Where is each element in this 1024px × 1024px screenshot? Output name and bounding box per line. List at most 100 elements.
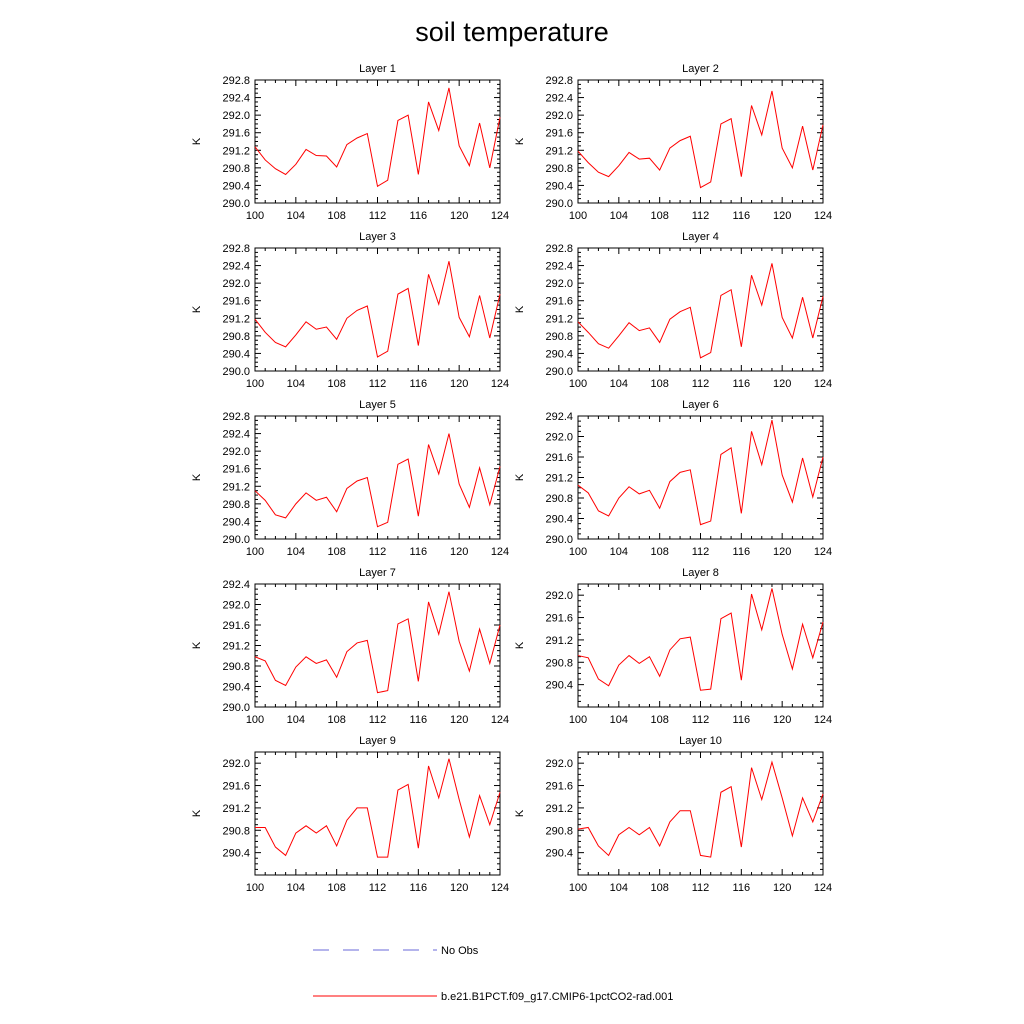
panel-3: Layer 3 K 100 104 108 112 116 120 124 290.0 290.4 2… bbox=[191, 231, 509, 390]
y-tick-label: 292.0 bbox=[222, 278, 250, 290]
y-tick-label: 290.0 bbox=[222, 534, 250, 546]
x-tick-label: 120 bbox=[773, 378, 791, 390]
x-tick-label: 108 bbox=[327, 882, 345, 894]
y-tick-label: 290.4 bbox=[222, 848, 250, 860]
y-tick-label: 290.0 bbox=[545, 198, 573, 210]
series-line bbox=[577, 588, 824, 691]
x-tick-label: 100 bbox=[246, 378, 264, 390]
y-axis-label: K bbox=[514, 641, 526, 649]
y-axis-label: K bbox=[191, 641, 203, 649]
y-tick-label: 291.6 bbox=[545, 296, 573, 308]
x-tick-label: 120 bbox=[450, 546, 468, 558]
x-tick-label: 120 bbox=[450, 378, 468, 390]
x-tick-label: 108 bbox=[650, 378, 668, 390]
series-line bbox=[577, 760, 824, 858]
panel-title: Layer 2 bbox=[682, 63, 719, 75]
x-tick-label: 116 bbox=[410, 210, 428, 222]
x-tick-label: 124 bbox=[814, 378, 832, 390]
panel-title: Layer 5 bbox=[359, 399, 396, 411]
x-tick-label: 100 bbox=[246, 210, 264, 222]
series-line bbox=[577, 263, 824, 359]
x-tick-label: 116 bbox=[410, 378, 428, 390]
x-tick-label: 112 bbox=[692, 210, 710, 222]
y-tick-label: 292.4 bbox=[545, 93, 573, 105]
x-tick-label: 108 bbox=[650, 882, 668, 894]
y-tick-label: 292.0 bbox=[545, 110, 573, 122]
y-tick-label: 290.0 bbox=[545, 534, 573, 546]
x-tick-label: 108 bbox=[327, 210, 345, 222]
y-axis-label: K bbox=[191, 137, 203, 145]
series-line bbox=[254, 261, 501, 358]
x-tick-label: 116 bbox=[733, 714, 751, 726]
x-tick-label: 104 bbox=[610, 378, 628, 390]
x-tick-label: 116 bbox=[410, 882, 428, 894]
y-tick-label: 290.0 bbox=[222, 198, 250, 210]
x-tick-label: 116 bbox=[733, 210, 751, 222]
y-tick-label: 292.8 bbox=[222, 411, 250, 423]
y-tick-label: 292.8 bbox=[545, 75, 573, 87]
legend-model-label: b.e21.B1PCT.f09_g17.CMIP6-1pctCO2-rad.00… bbox=[441, 991, 673, 1003]
x-tick-label: 104 bbox=[610, 546, 628, 558]
x-tick-label: 120 bbox=[450, 714, 468, 726]
y-tick-label: 291.2 bbox=[545, 313, 573, 325]
x-tick-label: 112 bbox=[692, 882, 710, 894]
y-tick-label: 290.0 bbox=[222, 702, 250, 714]
x-tick-label: 124 bbox=[491, 714, 509, 726]
x-tick-label: 100 bbox=[569, 378, 587, 390]
panel-10: Layer 10 K 100 104 108 112 116 120 124 290.4 290.8… bbox=[514, 735, 832, 894]
x-tick-label: 108 bbox=[650, 714, 668, 726]
y-tick-label: 290.8 bbox=[222, 499, 250, 511]
y-tick-label: 291.2 bbox=[222, 313, 250, 325]
plot-frame bbox=[577, 247, 824, 372]
y-axis-label: K bbox=[191, 305, 203, 313]
x-tick-label: 104 bbox=[287, 882, 305, 894]
y-tick-label: 291.6 bbox=[545, 613, 573, 625]
y-tick-label: 291.6 bbox=[545, 128, 573, 140]
x-tick-label: 124 bbox=[491, 210, 509, 222]
x-tick-label: 116 bbox=[733, 546, 751, 558]
plot-frame bbox=[577, 415, 824, 540]
x-tick-label: 116 bbox=[733, 378, 751, 390]
panel-title: Layer 8 bbox=[682, 567, 719, 579]
y-axis-label: K bbox=[514, 809, 526, 817]
x-tick-label: 120 bbox=[450, 210, 468, 222]
x-tick-label: 108 bbox=[650, 546, 668, 558]
y-tick-label: 290.4 bbox=[545, 514, 573, 526]
y-tick-label: 290.8 bbox=[222, 163, 250, 175]
y-tick-label: 290.8 bbox=[545, 163, 573, 175]
figure-title: soil temperature bbox=[415, 17, 609, 47]
y-tick-label: 292.8 bbox=[222, 75, 250, 87]
y-tick-label: 290.8 bbox=[545, 825, 573, 837]
panel-title: Layer 7 bbox=[359, 567, 396, 579]
y-tick-label: 290.4 bbox=[545, 848, 573, 860]
y-tick-label: 290.8 bbox=[545, 657, 573, 669]
y-tick-label: 291.6 bbox=[222, 464, 250, 476]
y-tick-label: 291.6 bbox=[222, 296, 250, 308]
y-tick-label: 291.2 bbox=[545, 803, 573, 815]
y-axis-label: K bbox=[514, 305, 526, 313]
y-axis-label: K bbox=[191, 473, 203, 481]
y-tick-label: 292.0 bbox=[545, 758, 573, 770]
x-tick-label: 120 bbox=[773, 546, 791, 558]
y-tick-label: 290.4 bbox=[545, 180, 573, 192]
y-tick-label: 291.6 bbox=[545, 781, 573, 793]
x-tick-label: 116 bbox=[410, 546, 428, 558]
y-tick-label: 290.4 bbox=[545, 348, 573, 360]
y-tick-label: 291.2 bbox=[222, 803, 250, 815]
panel-8: Layer 8 K 100 104 108 112 116 120 124 290.4 290.8 2… bbox=[514, 567, 832, 726]
y-tick-label: 292.4 bbox=[545, 411, 573, 423]
y-tick-label: 292.0 bbox=[545, 590, 573, 602]
x-tick-label: 124 bbox=[814, 210, 832, 222]
y-tick-label: 290.8 bbox=[545, 331, 573, 343]
panel-1: Layer 1 K 100 104 108 112 116 120 124 290.0 290.4 2… bbox=[191, 63, 509, 222]
x-tick-label: 120 bbox=[773, 210, 791, 222]
panel-title: Layer 10 bbox=[679, 735, 722, 747]
x-tick-label: 116 bbox=[733, 882, 751, 894]
plot-frame bbox=[577, 79, 824, 204]
legend-no-obs-label: No Obs bbox=[441, 945, 479, 957]
panel-title: Layer 4 bbox=[682, 231, 719, 243]
y-tick-label: 290.0 bbox=[545, 366, 573, 378]
x-tick-label: 104 bbox=[287, 210, 305, 222]
series-line bbox=[577, 419, 824, 526]
